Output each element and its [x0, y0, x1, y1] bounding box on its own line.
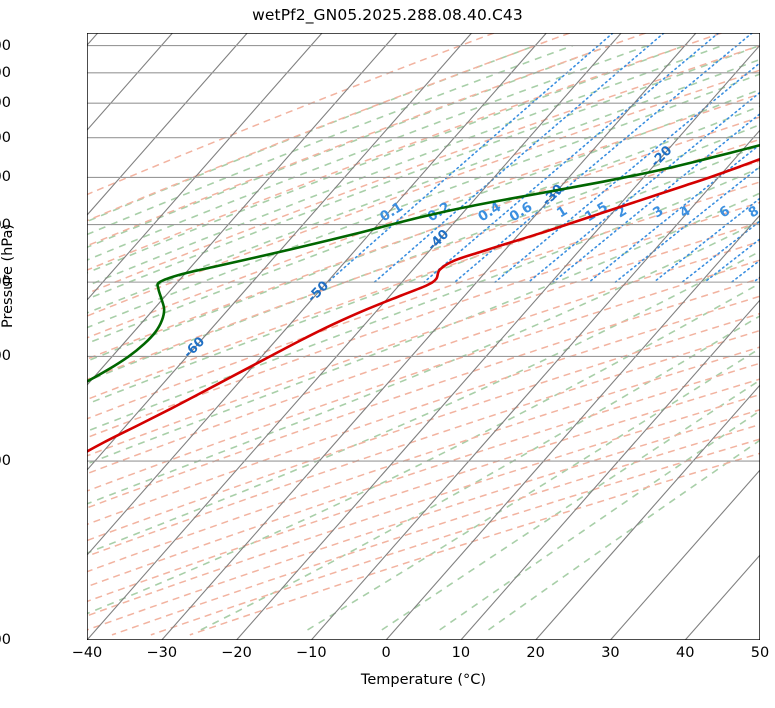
y-tick-label: 500 — [0, 216, 11, 233]
y-tick-label: 1000 — [0, 37, 11, 54]
y-tick-label: 200 — [0, 453, 11, 470]
y-tick-label: 100 — [0, 632, 11, 648]
dewpoint-trace — [87, 143, 760, 383]
plot-area: -60-50-40-30-200.1 0.2 0.4 0.6 1 1.5 2 3 4 6 8 — [87, 33, 760, 640]
x-tick-label: −30 — [146, 645, 178, 661]
y-tick-label: 300 — [0, 348, 11, 365]
isotherm-lines — [87, 33, 760, 640]
x-tick-label: 0 — [381, 645, 391, 661]
x-tick-label: 30 — [601, 645, 620, 661]
x-tick-label: 20 — [526, 645, 545, 661]
x-tick-label: 50 — [750, 645, 770, 661]
plot-background — [87, 33, 760, 640]
mixing-ratio-lines — [327, 33, 760, 283]
x-axis-label: Temperature (°C) — [360, 672, 487, 688]
x-tick-label: −10 — [296, 645, 327, 661]
x-tick-label: 40 — [675, 645, 695, 661]
sounding-traces — [87, 143, 760, 453]
isobar-lines — [87, 45, 760, 640]
chart-title: wetPf2_GN05.2025.288.08.40.C43 — [252, 6, 523, 24]
x-tick-label: −40 — [71, 645, 103, 661]
y-tick-label: 700 — [0, 129, 11, 146]
x-tick-label: −20 — [221, 645, 252, 661]
y-tick-label: 400 — [0, 274, 11, 291]
y-tick-label: 900 — [0, 64, 11, 81]
y-tick-label: 800 — [0, 95, 11, 112]
moist-adiabat-lines — [87, 44, 760, 631]
x-tick-label: 10 — [451, 645, 471, 661]
temperature-trace — [87, 157, 760, 453]
y-tick-label: 600 — [0, 169, 11, 186]
